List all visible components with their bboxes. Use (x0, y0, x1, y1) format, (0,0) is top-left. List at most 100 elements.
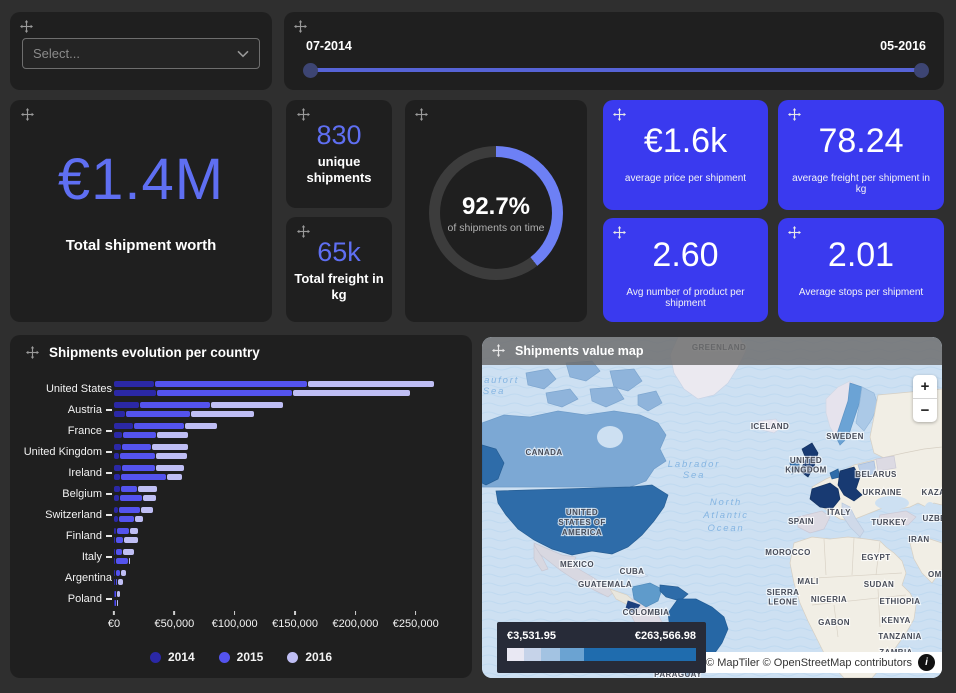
stacked-bar[interactable] (114, 516, 458, 522)
attribution-text: bre | © MapTiler © OpenStreetMap contrib… (681, 656, 912, 669)
legend-item[interactable]: 2016 (287, 650, 332, 664)
axis-tick (106, 450, 112, 453)
bar-segment-2015 (116, 549, 123, 555)
axis-tick (106, 513, 112, 516)
date-range-card: 07-2014 05-2016 (284, 12, 944, 90)
stacked-bar[interactable] (114, 507, 458, 513)
bar-segment-2014 (114, 537, 116, 543)
stacked-bar[interactable] (114, 600, 458, 606)
stacked-bar[interactable] (114, 528, 458, 534)
legend-item[interactable]: 2014 (149, 650, 195, 664)
bar-segment-2014 (114, 579, 115, 585)
legend-max-value: €263,566.98 (634, 630, 696, 642)
stacked-bar[interactable] (114, 390, 458, 396)
drag-handle-icon[interactable] (296, 225, 310, 239)
bar-segment-2016 (141, 507, 154, 513)
stacked-bar[interactable] (114, 549, 458, 555)
drag-handle-icon[interactable] (20, 20, 34, 34)
stacked-bar[interactable] (114, 558, 458, 564)
total-worth-card: €1.4M Total shipment worth (10, 100, 272, 322)
map-zoom-control: + − (913, 375, 937, 422)
avg-price-label: average price per shipment (624, 173, 747, 184)
drag-handle-icon[interactable] (613, 108, 627, 122)
zoom-in-button[interactable]: + (920, 378, 930, 395)
stacked-bar[interactable] (114, 411, 458, 417)
drag-handle-icon[interactable] (296, 108, 310, 122)
bar-segment-2014 (114, 411, 125, 417)
stacked-bar[interactable] (114, 579, 458, 585)
stacked-bar[interactable] (114, 444, 458, 450)
scale-segment (507, 648, 524, 661)
bar-group (114, 465, 458, 480)
country-label: MEXICO (560, 560, 594, 569)
bar-chart-plot: United States Austria France United Kingdom… (10, 378, 458, 609)
category-label-text: United States (45, 382, 112, 395)
axis-tick (106, 492, 112, 495)
stacked-bar[interactable] (114, 495, 458, 501)
info-icon[interactable]: i (918, 654, 935, 671)
bar-segment-2015 (122, 444, 152, 450)
category-label: Austria (10, 404, 114, 416)
chart-title: Shipments evolution per country (49, 345, 260, 360)
category-label-text: Switzerland (45, 508, 102, 521)
country-label: SWEDEN (826, 432, 864, 441)
bar-segment-2014 (114, 444, 122, 450)
bar-segment-2016 (152, 444, 189, 450)
drag-handle-icon[interactable] (20, 108, 34, 122)
drag-handle-icon[interactable] (415, 108, 429, 122)
bar-segment-2015 (115, 579, 118, 585)
chart-legend: 2014 2015 2016 (10, 650, 472, 664)
bar-segment-2014 (114, 528, 117, 534)
tick-label: €100,000 (211, 618, 258, 630)
stacked-bar[interactable] (114, 465, 458, 471)
bar-group (114, 423, 458, 438)
country-label: ICELAND (751, 422, 789, 431)
drag-handle-icon[interactable] (788, 226, 802, 240)
stacked-bar[interactable] (114, 591, 458, 597)
country-label: GABON (818, 618, 850, 627)
stacked-bar[interactable] (114, 423, 458, 429)
category-label: Ireland (10, 467, 114, 479)
category-label-text: France (67, 424, 102, 437)
chart-row: Austria (10, 399, 458, 420)
slider-handle-end[interactable] (914, 62, 929, 78)
stacked-bar[interactable] (114, 570, 458, 576)
stacked-bar[interactable] (114, 381, 458, 387)
bar-segment-2014 (114, 453, 119, 459)
stacked-bar[interactable] (114, 402, 458, 408)
stacked-bar[interactable] (114, 537, 458, 543)
total-worth-label: Total shipment worth (65, 237, 217, 254)
country-label: PARAGUAY (654, 670, 702, 678)
stacked-bar[interactable] (114, 432, 458, 438)
bar-segment-2015 (121, 474, 166, 480)
legend-item[interactable]: 2015 (218, 650, 263, 664)
zoom-out-button[interactable]: − (920, 402, 930, 419)
drag-handle-icon[interactable] (26, 345, 40, 360)
chart-row: Belgium (10, 483, 458, 504)
category-label: France (10, 425, 114, 437)
country-label: UKRAINE (862, 488, 902, 497)
stacked-bar[interactable] (114, 486, 458, 492)
stacked-bar[interactable] (114, 453, 458, 459)
avg-freight-value: 78.24 (818, 122, 904, 160)
bar-segment-2015 (121, 486, 137, 492)
filter-select[interactable]: Select... (22, 38, 260, 69)
drag-handle-icon[interactable] (613, 226, 627, 240)
bar-segment-2016 (137, 486, 158, 492)
drag-handle-icon[interactable] (492, 344, 506, 358)
drag-handle-icon[interactable] (788, 108, 802, 122)
date-range-slider[interactable] (303, 62, 929, 78)
avg-stops-label: Average stops per shipment (798, 287, 924, 298)
slider-handle-start[interactable] (303, 62, 318, 78)
axis-tick (106, 408, 112, 411)
bar-segment-2015 (118, 507, 141, 513)
slider-end-label: 05-2016 (880, 39, 926, 53)
shipments-evolution-chart-card: Shipments evolution per country United S… (10, 335, 472, 678)
category-label: Poland (10, 593, 114, 605)
bar-segment-2015 (140, 402, 211, 408)
bar-segment-2014 (114, 507, 118, 513)
drag-handle-icon[interactable] (294, 20, 308, 34)
on-time-label: of shipments on time (447, 221, 545, 234)
stacked-bar[interactable] (114, 474, 458, 480)
